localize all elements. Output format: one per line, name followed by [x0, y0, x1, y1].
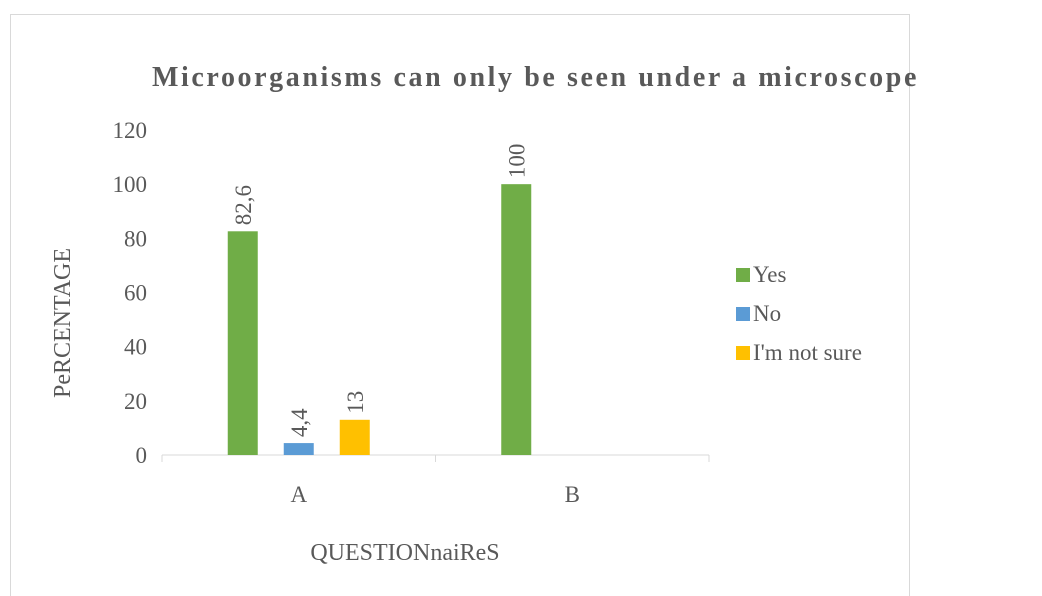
y-tick-label: 80	[124, 226, 147, 251]
data-label: 100	[504, 144, 529, 179]
y-tick-label: 100	[113, 172, 148, 197]
legend-label: No	[753, 300, 782, 326]
bar-yes-a	[227, 231, 258, 455]
y-tick-label: 0	[136, 443, 148, 468]
legend-label: Yes	[753, 261, 787, 287]
legend-item: No	[736, 294, 862, 333]
bar-yes-b	[501, 184, 532, 455]
chart-title: Microorganisms can only be seen under a …	[152, 62, 919, 93]
x-axis-title: QUESTIONnaiReS	[310, 540, 499, 566]
legend-swatch	[736, 306, 750, 321]
legend-item: Yes	[736, 255, 862, 294]
legend-item: I'm not sure	[736, 333, 862, 372]
bar-i-m-not-sure-a	[339, 419, 370, 455]
data-label: 82,6	[231, 185, 256, 225]
x-tick-label: A	[290, 482, 307, 507]
y-tick-label: 120	[113, 118, 148, 143]
legend-swatch	[736, 345, 750, 360]
y-tick-label: 60	[124, 281, 147, 306]
data-label: 13	[343, 391, 368, 414]
data-label: 4,4	[287, 408, 312, 437]
chart-frame	[10, 14, 910, 596]
chart-legend: Yes No I'm not sure	[736, 255, 862, 372]
y-axis-title: PeRCENTAGE	[50, 248, 76, 398]
legend-label: I'm not sure	[753, 339, 862, 365]
legend-swatch	[736, 267, 750, 282]
bar-no-a	[283, 443, 314, 455]
y-tick-label: 20	[124, 389, 147, 414]
x-tick-label: B	[565, 482, 580, 507]
y-tick-label: 40	[124, 335, 147, 360]
